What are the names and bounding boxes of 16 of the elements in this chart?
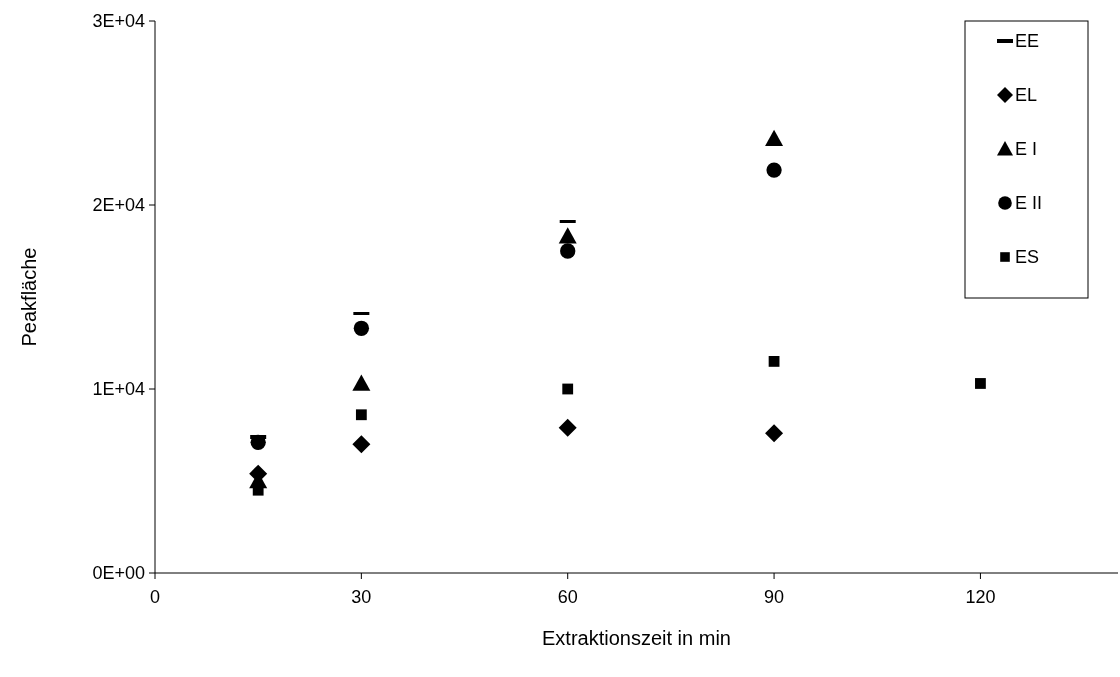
- y-tick-label: 0E+00: [92, 563, 145, 584]
- y-tick-label: 2E+04: [92, 195, 145, 216]
- x-tick-label: 90: [764, 587, 785, 607]
- x-axis-title: Extraktionszeit in min: [542, 627, 731, 649]
- legend-label: EE: [1015, 31, 1040, 52]
- y-axis-title: Peakfläche: [18, 247, 40, 347]
- x-tick-label: 60: [557, 587, 578, 607]
- x-tick-label: 120: [965, 587, 996, 607]
- y-tick-label: 1E+04: [92, 379, 145, 400]
- x-tick-label: 30: [351, 587, 372, 607]
- legend-label: EL: [1015, 85, 1038, 106]
- legend-label: ES: [1015, 247, 1040, 268]
- y-tick-label: 3E+04: [92, 11, 145, 32]
- x-tick-label: 0: [149, 587, 161, 607]
- legend-label: E I: [1015, 139, 1038, 160]
- legend-label: E II: [1015, 193, 1043, 214]
